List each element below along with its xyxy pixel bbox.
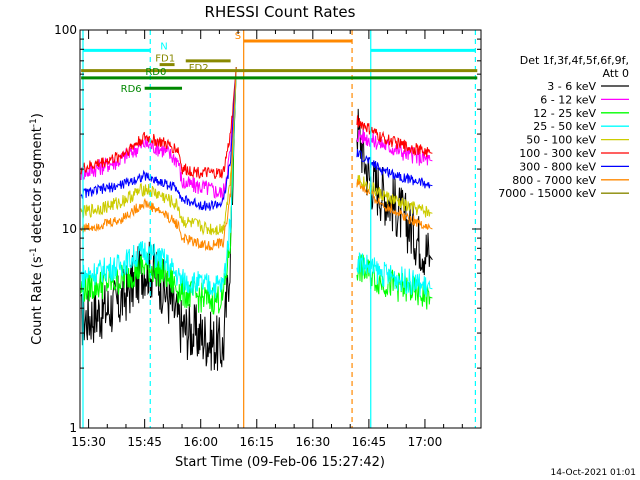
x-tick-label: 16:15 (239, 435, 274, 449)
x-tick-label: 16:00 (183, 435, 218, 449)
legend-label: 25 - 50 keV (533, 120, 596, 133)
timestamp: 14-Oct-2021 01:01 (551, 468, 636, 478)
x-tick-label: 17:00 (408, 435, 443, 449)
legend-label: 7000 - 15000 keV (498, 187, 596, 200)
x-tick-label: 16:30 (296, 435, 331, 449)
vertical-lines (82, 30, 476, 428)
RD0-label: RD0 (145, 67, 166, 78)
series-50-100-kev (80, 67, 433, 236)
x-tick-label: 15:30 (71, 435, 106, 449)
FD2-label: FD2 (189, 63, 209, 74)
N-1-label: N (160, 41, 167, 52)
chart-title: RHESSI Count Rates (205, 3, 356, 21)
legend-header-line: Att 0 (603, 67, 629, 80)
y-tick-label: 10 (62, 222, 77, 236)
legend-label: 50 - 100 keV (526, 134, 596, 147)
x-tick-label: 16:45 (352, 435, 387, 449)
axes: 15:30 15:45 16:00 16:15 16:30 16:45 17:00 1 10 10… (54, 23, 481, 449)
legend-label: 6 - 12 keV (540, 93, 596, 106)
y-tick-label: 100 (54, 23, 77, 37)
legend-label: 12 - 25 keV (533, 107, 596, 120)
series-300-800-kev (80, 67, 433, 211)
y-axis-label: Count Rate (s-1 detector segment-1) (29, 113, 45, 345)
S-label: S (235, 31, 241, 42)
series-800-7000-kev (80, 67, 433, 252)
x-axis-label: Start Time (09-Feb-06 15:27:42) (175, 455, 385, 470)
y-tick-label: 1 (69, 421, 77, 435)
FD1-label: FD1 (155, 54, 175, 65)
legend-label: 800 - 7000 keV (512, 174, 596, 187)
RD6-label: RD6 (121, 84, 142, 95)
legend-label: 3 - 6 keV (547, 80, 596, 93)
series-3-6-kev (80, 67, 433, 371)
series-100-300-kev (80, 67, 433, 179)
legend-header-line: Det 1f,3f,4f,5f,6f,9f, (520, 54, 629, 67)
series-25-50-kev (80, 67, 433, 299)
series-layer (80, 67, 433, 371)
x-tick-label: 15:45 (127, 435, 162, 449)
legend-label: 100 - 300 keV (519, 147, 596, 160)
legend-label: 300 - 800 keV (519, 160, 596, 173)
